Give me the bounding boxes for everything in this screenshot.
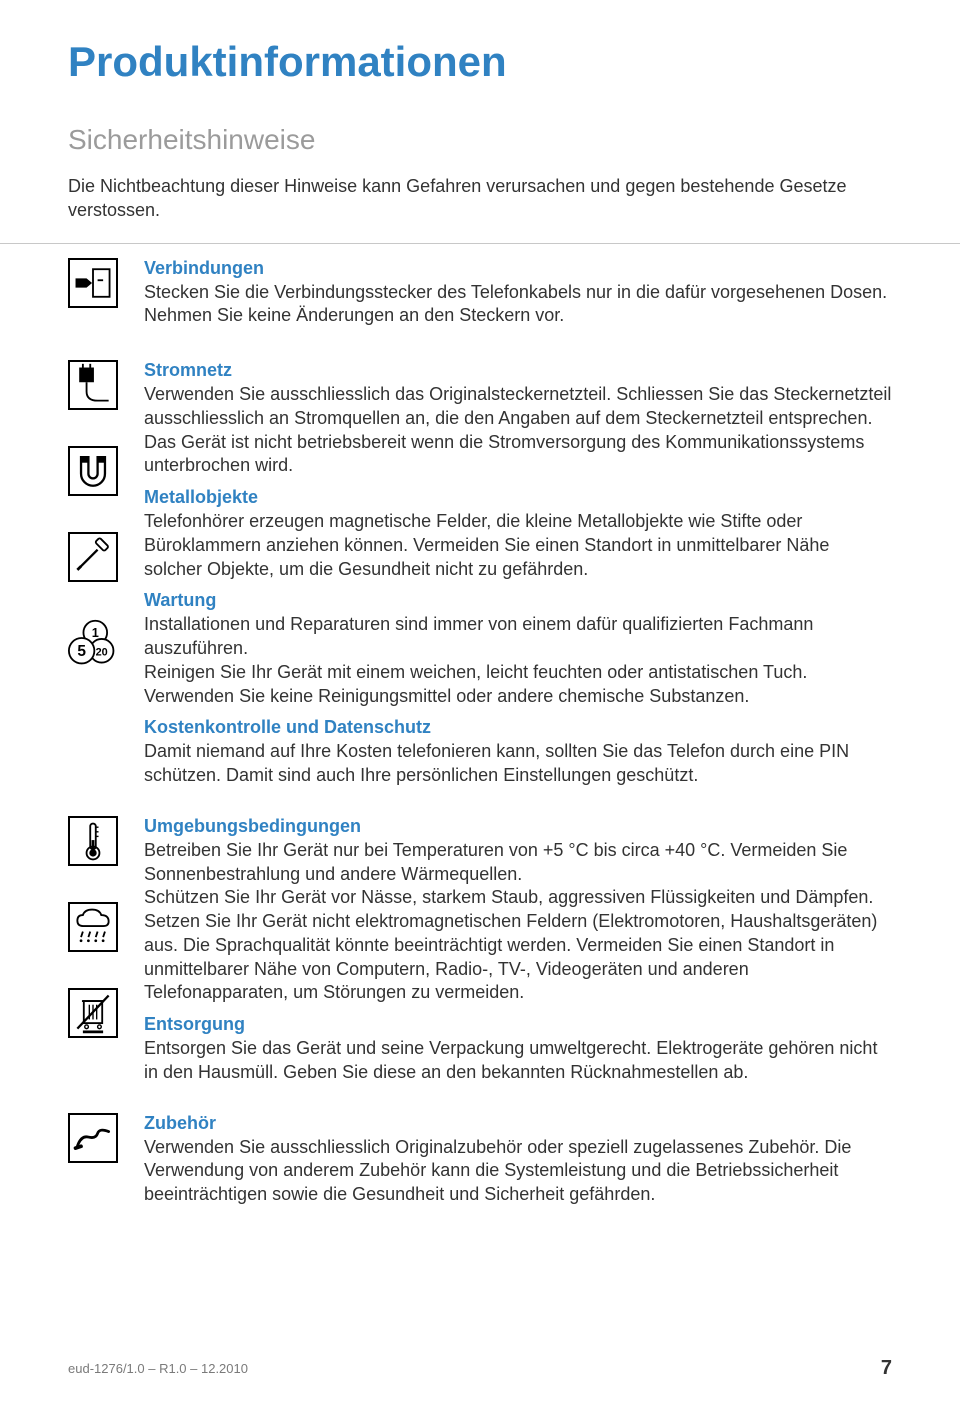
- text-wartung: Installationen und Reparaturen sind imme…: [144, 613, 892, 708]
- text-verbindungen: Stecken Sie die Verbindungsstecker des T…: [144, 281, 892, 329]
- screwdriver-icon: [68, 532, 118, 582]
- svg-text:5: 5: [77, 643, 86, 660]
- text-stromnetz: Verwenden Sie ausschliesslich das Origin…: [144, 383, 892, 478]
- heading-kostenkontrolle: Kostenkontrolle und Datenschutz: [144, 717, 892, 738]
- section-subtitle: Sicherheitshinweise: [68, 124, 892, 156]
- no-trash-icon: [68, 988, 118, 1038]
- footer-page-number: 7: [881, 1357, 892, 1380]
- heading-entsorgung: Entsorgung: [144, 1014, 892, 1035]
- power-adapter-icon: [68, 360, 118, 410]
- footer-doc-id: eud-1276/1.0 – R1.0 – 12.2010: [68, 1361, 248, 1376]
- page-title: Produktinformationen: [68, 38, 892, 86]
- coins-icon: 1 20 5: [68, 618, 118, 668]
- divider-line: [0, 243, 960, 244]
- page-footer: eud-1276/1.0 – R1.0 – 12.2010 7: [68, 1357, 892, 1380]
- plug-socket-icon: [68, 258, 118, 308]
- heading-wartung: Wartung: [144, 590, 892, 611]
- text-zubehoer: Verwenden Sie ausschliesslich Originalzu…: [144, 1136, 892, 1207]
- rain-cloud-icon: [68, 902, 118, 952]
- heading-stromnetz: Stromnetz: [144, 360, 892, 381]
- svg-text:20: 20: [96, 646, 108, 658]
- heading-umgebung: Umgebungsbedingungen: [144, 816, 892, 837]
- cable-icon: [68, 1113, 118, 1163]
- text-metallobjekte: Telefonhörer erzeugen magnetische Felder…: [144, 510, 892, 581]
- intro-paragraph: Die Nichtbeachtung dieser Hinweise kann …: [68, 174, 892, 223]
- thermometer-icon: [68, 816, 118, 866]
- text-entsorgung: Entsorgen Sie das Gerät und seine Verpac…: [144, 1037, 892, 1085]
- section-group-1: 1 20 5 Stromnetz Verwenden Sie ausschlie…: [68, 360, 892, 788]
- svg-text:1: 1: [92, 625, 99, 640]
- heading-metallobjekte: Metallobjekte: [144, 487, 892, 508]
- text-kostenkontrolle: Damit niemand auf Ihre Kosten telefonier…: [144, 740, 892, 788]
- heading-zubehoer: Zubehör: [144, 1113, 892, 1134]
- text-umgebung: Betreiben Sie Ihr Gerät nur bei Temperat…: [144, 839, 892, 1005]
- section-zubehoer: Zubehör Verwenden Sie ausschliesslich Or…: [68, 1113, 892, 1207]
- section-verbindungen: Verbindungen Stecken Sie die Verbindungs…: [68, 258, 892, 329]
- section-group-2: Umgebungsbedingungen Betreiben Sie Ihr G…: [68, 816, 892, 1085]
- magnet-icon: [68, 446, 118, 496]
- heading-verbindungen: Verbindungen: [144, 258, 892, 279]
